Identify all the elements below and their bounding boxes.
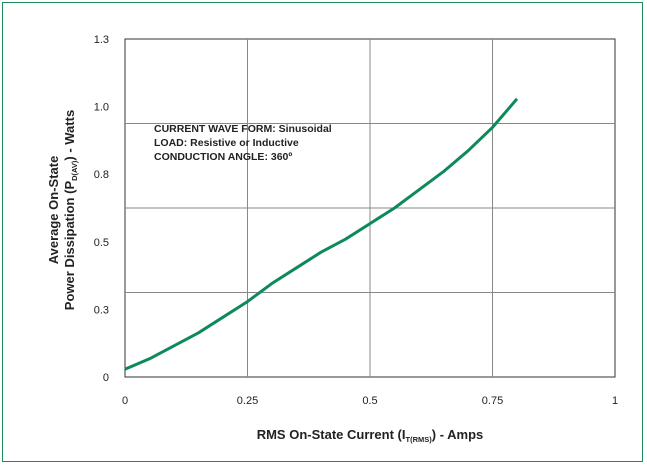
y-tick-label: 0.8 [94,169,109,181]
y-tick-label: 1.0 [94,102,109,114]
annotation-conduction-angle: CONDUCTION ANGLE: 360º [154,151,292,163]
x-tick-label: 0.75 [482,395,503,407]
series-line [124,97,519,371]
y-axis-title-line2-main: Power Dissipation (P [62,181,77,311]
x-axis-title-subscript: T(RMS) [406,435,433,444]
y-axis-title-line1: Average On-State [46,156,61,265]
y-axis-title-subscript: D(AV) [70,160,79,181]
y-axis-title-line2-end: ) - Watts [62,110,77,161]
y-tick-label: 0.5 [94,237,109,249]
y-axis-title-line2: Power Dissipation (PD(AV)) - Watts [62,110,79,310]
x-tick-label: 1 [612,395,618,407]
x-axis-title-main: RMS On-State Current (I [257,427,406,442]
y-axis-title: Average On-State Power Dissipation (PD(A… [46,110,79,310]
x-tick-label: 0.5 [362,395,377,407]
x-tick-label: 0 [122,395,128,407]
x-tick-label: 0.25 [237,395,258,407]
grid [124,38,616,378]
annotation-wave-form: CURRENT WAVE FORM: Sinusoidal [154,123,332,135]
power-dissipation-chart: 0 0.3 0.5 0.8 1.0 1.3 0 0.25 0.5 0.75 1 CURRENT W… [46,34,618,444]
y-tick-label: 1.3 [94,34,109,46]
y-tick-label: 0 [103,372,109,384]
chart-frame: 0 0.3 0.5 0.8 1.0 1.3 0 0.25 0.5 0.75 1 CURRENT W… [2,2,643,462]
x-axis-title: RMS On-State Current (IT(RMS)) - Amps [257,427,484,444]
y-tick-labels: 0 0.3 0.5 0.8 1.0 1.3 [94,34,109,384]
annotation-block: CURRENT WAVE FORM: Sinusoidal LOAD: Resi… [154,123,332,163]
annotation-load: LOAD: Resistive or Inductive [154,137,299,149]
y-tick-label: 0.3 [94,304,109,316]
x-axis-title-end: ) - Amps [432,427,484,442]
x-tick-labels: 0 0.25 0.5 0.75 1 [122,395,618,407]
